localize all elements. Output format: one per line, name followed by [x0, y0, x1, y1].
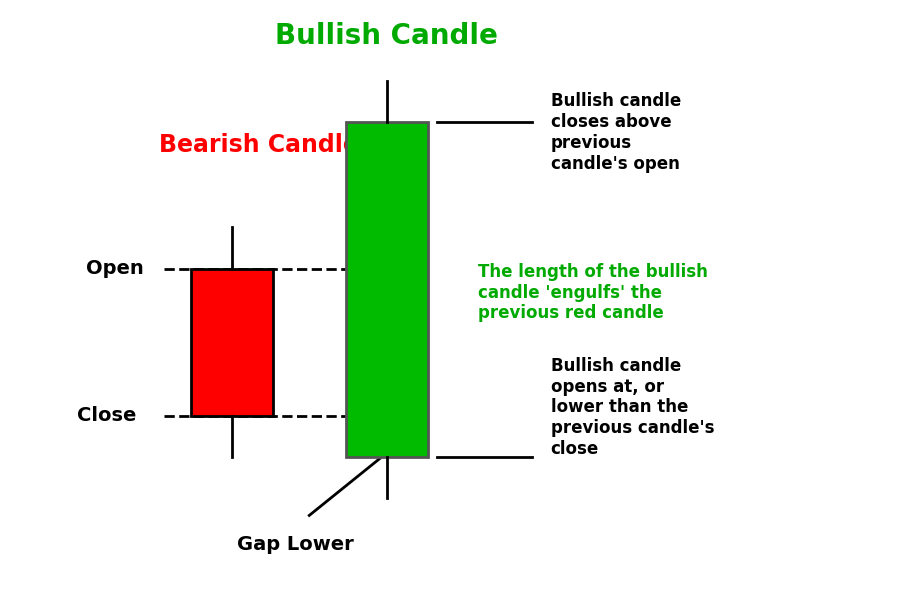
Text: Open: Open — [86, 259, 144, 278]
Text: Bullish Candle: Bullish Candle — [275, 22, 498, 50]
Bar — [346, 122, 427, 457]
Bar — [191, 269, 273, 415]
Text: Bullish candle
opens at, or
lower than the
previous candle's
close: Bullish candle opens at, or lower than t… — [550, 357, 714, 458]
Text: Bearish Candle: Bearish Candle — [159, 134, 359, 157]
Text: Gap Lower: Gap Lower — [237, 535, 354, 554]
Text: The length of the bullish
candle 'engulfs' the
previous red candle: The length of the bullish candle 'engulf… — [478, 263, 708, 322]
Text: Bullish candle
closes above
previous
candle's open: Bullish candle closes above previous can… — [550, 92, 681, 173]
Text: Close: Close — [77, 406, 136, 425]
